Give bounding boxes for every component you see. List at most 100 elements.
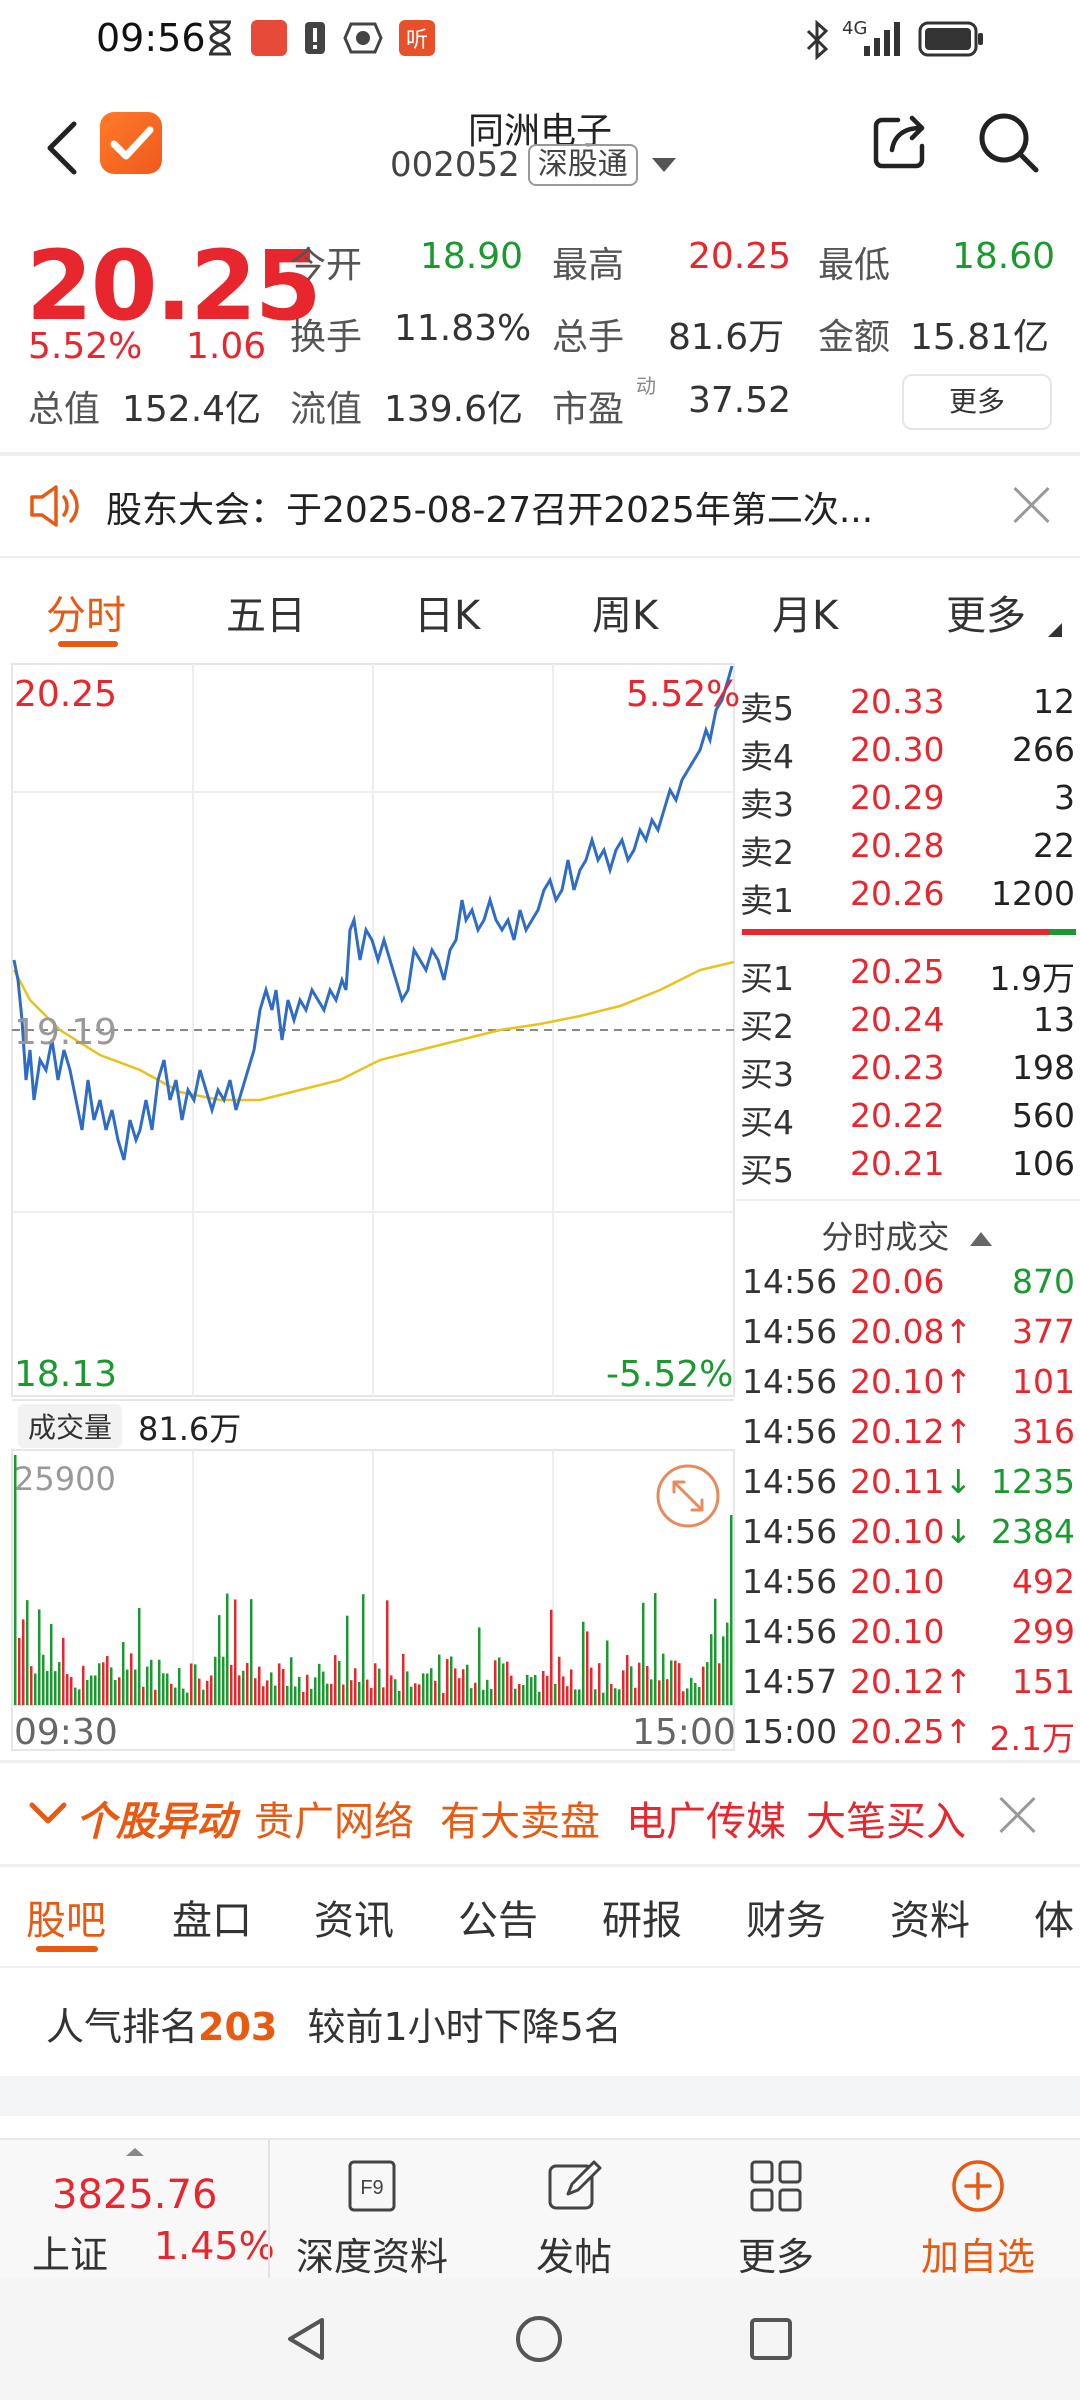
volume-bar <box>262 1686 265 1705</box>
nav-home-icon[interactable] <box>514 2314 564 2364</box>
trades-title: 分时成交 <box>821 1218 950 1256</box>
bid-volume: 198 <box>1012 1048 1075 1087</box>
volume-bar <box>434 1680 437 1705</box>
trade-row: 14:56 20.11↓ 1235 <box>740 1462 1075 1512</box>
tab-more[interactable]: 更多 <box>946 593 1026 639</box>
search-icon[interactable] <box>976 110 1040 174</box>
active-subtab-underline <box>36 1946 98 1952</box>
chart-mid-price: 19.19 <box>14 1012 118 1053</box>
ask-row[interactable]: 卖5 20.33 12 <box>740 682 1075 728</box>
tab-weekly-k[interactable]: 周K <box>592 593 659 639</box>
bid-row[interactable]: 买4 20.22 560 <box>740 1096 1075 1142</box>
tab-overflow[interactable]: 体 <box>1034 1898 1074 1944</box>
volume-bar <box>718 1663 721 1705</box>
trade-row: 14:56 20.06 870 <box>740 1262 1075 1312</box>
volume-bar <box>330 1683 333 1705</box>
volume-badge[interactable]: 成交量 <box>18 1404 123 1448</box>
volume-bar <box>450 1656 453 1705</box>
anomaly-close-icon[interactable] <box>998 1795 1038 1835</box>
expand-chart-icon[interactable] <box>656 1464 720 1528</box>
volume-bar <box>534 1674 537 1705</box>
tab-five-day[interactable]: 五日 <box>226 593 306 639</box>
bid-row[interactable]: 买5 20.21 106 <box>740 1144 1075 1190</box>
bid-row[interactable]: 买2 20.24 13 <box>740 1000 1075 1046</box>
trade-volume: 101 <box>1012 1362 1075 1401</box>
nav-back-icon[interactable] <box>282 2314 332 2364</box>
volume-bar <box>286 1685 289 1705</box>
more-button[interactable]: 更多 <box>686 2140 866 2280</box>
trade-time: 14:56 <box>742 1312 838 1351</box>
trade-volume: 1235 <box>991 1462 1075 1501</box>
trade-volume: 316 <box>1012 1412 1075 1451</box>
deep-data-button[interactable]: F9 深度资料 <box>282 2140 462 2280</box>
chart-top-pct: 5.52% <box>626 674 741 715</box>
popularity-row[interactable]: 人气排名203 较前1小时下降5名 <box>46 1996 622 2051</box>
quote-more-button[interactable]: 更多 <box>902 374 1052 430</box>
volume-bar <box>402 1653 405 1705</box>
trade-time: 14:56 <box>742 1612 838 1651</box>
index-name: 上证 <box>32 2233 109 2277</box>
index-percent: 1.45% <box>154 2224 275 2268</box>
intraday-chart[interactable] <box>0 660 1080 1760</box>
ask-volume: 12 <box>1033 682 1075 721</box>
volume-bar <box>166 1673 169 1705</box>
tab-announcements[interactable]: 公告 <box>458 1898 538 1944</box>
trades-header[interactable]: 分时成交 <box>740 1212 1075 1258</box>
nav-recents-icon[interactable] <box>746 2314 796 2364</box>
tab-profile[interactable]: 资料 <box>890 1898 970 1944</box>
index-value: 3825.76 <box>52 2172 218 2218</box>
volume-bar <box>58 1662 61 1705</box>
tab-financials[interactable]: 财务 <box>746 1898 826 1944</box>
volume-bar <box>702 1666 705 1705</box>
announcement-bar[interactable]: 股东大会：于2025-08-27召开2025年第二次... <box>0 455 1080 555</box>
announcement-close-icon[interactable] <box>1012 485 1052 525</box>
ask-label: 卖1 <box>740 881 794 920</box>
tab-monthly-k[interactable]: 月K <box>772 593 839 639</box>
volume-bar <box>694 1682 697 1705</box>
volume-bar <box>90 1675 93 1705</box>
volume-label: 总手 <box>552 317 625 358</box>
back-arrow-icon[interactable] <box>40 118 90 178</box>
battery-alert-icon <box>305 22 325 54</box>
tab-forum[interactable]: 股吧 <box>26 1898 106 1944</box>
ask-row[interactable]: 卖3 20.29 3 <box>740 778 1075 824</box>
bluetooth-icon <box>806 20 829 60</box>
share-icon[interactable] <box>868 110 932 174</box>
tab-intraday[interactable]: 分时 <box>46 593 126 639</box>
volume-bar <box>94 1675 97 1705</box>
anomaly-title: 个股异动 <box>76 1799 236 1845</box>
stock-anomaly-banner[interactable]: 个股异动 贵广网络 有大卖盘 电广传媒 大笔买入 <box>0 1765 1080 1865</box>
ask-row[interactable]: 卖4 20.30 266 <box>740 730 1075 776</box>
ask-row[interactable]: 卖1 20.26 1200 <box>740 874 1075 920</box>
add-watchlist-button[interactable]: 加自选 <box>888 2140 1068 2280</box>
volume-bar <box>54 1671 57 1705</box>
app-logo-icon[interactable] <box>100 112 162 174</box>
divider <box>0 452 1080 456</box>
tab-research[interactable]: 研报 <box>602 1898 682 1944</box>
tab-daily-k[interactable]: 日K <box>414 593 481 639</box>
stock-code-row[interactable]: 002052 深股通 <box>390 144 676 186</box>
tab-news[interactable]: 资讯 <box>314 1898 394 1944</box>
status-time: 09:56 <box>96 16 206 60</box>
divider <box>0 1966 1080 1968</box>
ask-row[interactable]: 卖2 20.28 22 <box>740 826 1075 872</box>
volume-bar <box>162 1673 165 1705</box>
bid-label: 买5 <box>740 1151 794 1190</box>
system-nav-bar <box>0 2278 1080 2400</box>
volume-bar <box>190 1663 193 1705</box>
volume-bar <box>478 1627 481 1705</box>
volume-bar <box>366 1679 369 1705</box>
volume-bar <box>722 1636 725 1705</box>
tab-order-book[interactable]: 盘口 <box>172 1898 252 1944</box>
trade-price: 20.25↑ <box>850 1712 973 1751</box>
market-cap-label: 总值 <box>28 389 101 430</box>
volume-bar <box>238 1675 241 1705</box>
ask-volume: 1200 <box>991 874 1075 913</box>
trade-price: 20.11↓ <box>850 1462 973 1501</box>
bid-row[interactable]: 买1 20.25 1.9万 <box>740 952 1075 998</box>
corner-triangle-icon <box>1048 623 1062 637</box>
post-button[interactable]: 发帖 <box>484 2140 664 2280</box>
bid-row[interactable]: 买3 20.23 198 <box>740 1048 1075 1094</box>
trade-row: 14:56 20.08↑ 377 <box>740 1312 1075 1362</box>
chart-bottom-price: 18.13 <box>14 1354 118 1395</box>
